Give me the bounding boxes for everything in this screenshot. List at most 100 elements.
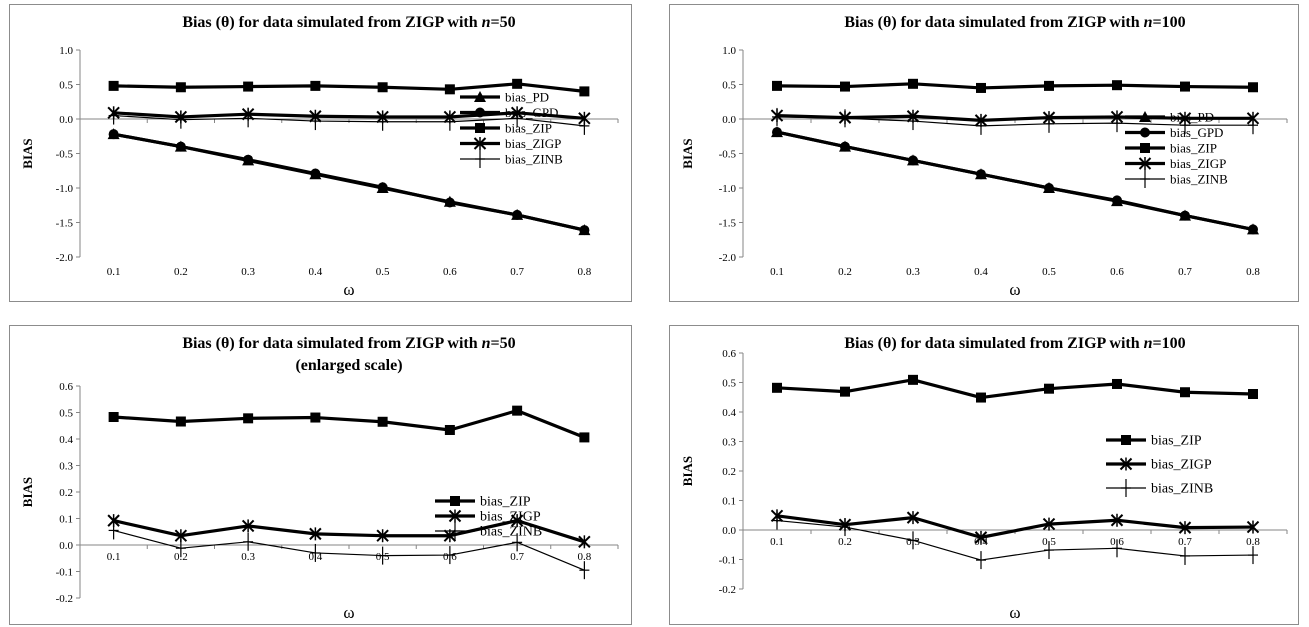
x-axis-label: ω: [343, 280, 354, 299]
data-point-bias_ZIP: [310, 412, 321, 423]
data-point-bias_GPD: [579, 225, 590, 236]
data-point-bias_ZINB: [908, 112, 918, 131]
data-point-bias_ZINB: [1044, 114, 1054, 133]
x-tick-label: 0.1: [107, 551, 121, 563]
y-tick-label: -1.0: [719, 183, 737, 195]
data-point-bias_ZINB: [908, 531, 918, 550]
legend-marker-bias_GPD: [1140, 127, 1150, 138]
data-point-bias_ZINB: [243, 532, 254, 551]
data-point-bias_ZIP: [908, 374, 918, 385]
series-bias_GPD: [772, 127, 1258, 235]
data-point-bias_GPD: [976, 169, 986, 180]
data-point-bias_ZINB: [976, 551, 986, 570]
y-tick-label: 0.0: [59, 540, 73, 552]
data-point-bias_GPD: [1180, 210, 1190, 221]
x-tick-label: 0.2: [838, 536, 852, 548]
y-tick-label: 0.2: [59, 487, 73, 499]
series-bias_ZIP: [108, 405, 590, 443]
chart-svg: Bias (θ) for data simulated from ZIGP wi…: [680, 14, 1288, 299]
y-axis-label: BIAS: [20, 138, 35, 168]
data-point-bias_ZINB: [579, 561, 590, 580]
x-axis-label: ω: [343, 603, 354, 622]
data-point-bias_ZINB: [1180, 546, 1190, 565]
legend-entry-bias_ZIP: bias_ZIP: [505, 121, 552, 136]
series-line-bias_ZINB: [776, 519, 1254, 561]
series-line-bias_GPD: [776, 130, 1254, 231]
legend-entry-bias_ZIGP: bias_ZIGP: [505, 136, 561, 151]
chart-panel-top-left: Bias (θ) for data simulated from ZIGP wi…: [9, 4, 632, 302]
y-tick-label: 0.4: [59, 434, 73, 446]
legend-entry-bias_ZIP: bias_ZIP: [1170, 141, 1217, 156]
legend-marker-bias_ZINB: [1121, 479, 1131, 497]
y-tick-label: 0.3: [59, 461, 73, 473]
chart-svg: Bias (θ) for data simulated from ZIGP wi…: [680, 335, 1288, 622]
chart-panel-top-right: Bias (θ) for data simulated from ZIGP wi…: [669, 4, 1299, 302]
data-point-bias_ZINB: [772, 511, 782, 530]
x-tick-label: 0.1: [770, 266, 784, 278]
x-tick-label: 0.8: [1246, 266, 1260, 278]
y-tick-label: 0.5: [59, 80, 73, 92]
data-point-bias_GPD: [1112, 195, 1122, 206]
y-tick-label: -1.5: [719, 218, 737, 230]
data-point-bias_GPD: [1248, 224, 1258, 235]
x-tick-label: 0.7: [510, 266, 524, 278]
data-point-bias_ZINB: [377, 112, 388, 131]
series-bias_ZINB: [772, 511, 1258, 570]
series-line-bias_ZINB: [776, 116, 1253, 127]
legend-entry-bias_GPD: bias_GPD: [505, 105, 558, 120]
data-point-bias_ZIGP: [974, 530, 988, 544]
data-point-bias_GPD: [772, 127, 782, 138]
series-bias_ZINB: [108, 521, 590, 580]
x-tick-label: 0.3: [241, 551, 255, 563]
y-tick-label: -1.5: [56, 218, 74, 230]
data-point-bias_ZINB: [310, 112, 321, 131]
data-point-bias_ZIGP: [1110, 513, 1124, 527]
x-tick-label: 0.7: [510, 551, 524, 563]
data-point-bias_ZINB: [840, 109, 850, 128]
x-tick-label: 0.1: [770, 536, 784, 548]
data-point-bias_GPD: [908, 155, 918, 166]
x-tick-label: 0.4: [309, 266, 323, 278]
y-tick-label: -2.0: [719, 252, 737, 264]
series-line-bias_ZIGP: [776, 113, 1253, 122]
legend-marker-bias_ZIP: [475, 123, 485, 133]
data-point-bias_ZINB: [579, 116, 590, 135]
y-tick-label: 0.1: [722, 496, 736, 508]
data-point-bias_ZIP: [175, 82, 186, 93]
y-tick-label: 0.5: [722, 80, 736, 92]
series-line-bias_ZIGP: [776, 514, 1254, 539]
x-tick-label: 0.3: [241, 266, 255, 278]
legend-entry-bias_PD: bias_PD: [505, 90, 549, 105]
data-point-bias_GPD: [1044, 183, 1054, 193]
legend: bias_PDbias_GPDbias_ZIPbias_ZIGPbias_ZIN…: [460, 90, 563, 168]
x-tick-label: 0.2: [174, 266, 188, 278]
data-point-bias_ZIP: [175, 416, 186, 427]
series-bias_ZINB: [108, 106, 590, 135]
x-tick-label: 0.2: [838, 266, 852, 278]
data-point-bias_ZINB: [772, 107, 782, 126]
chart-panel-bottom-right: Bias (θ) for data simulated from ZIGP wi…: [669, 325, 1299, 625]
legend-marker-bias_ZIP: [450, 496, 460, 506]
chart-title: Bias (θ) for data simulated from ZIGP wi…: [182, 335, 515, 352]
data-point-bias_ZIP: [908, 78, 918, 89]
data-point-bias_ZIP: [1044, 80, 1054, 91]
x-tick-label: 0.6: [443, 266, 457, 278]
data-point-bias_ZINB: [1112, 114, 1122, 133]
y-tick-label: 0.5: [59, 408, 73, 420]
data-point-bias_ZIP: [579, 432, 590, 443]
series-bias_ZIP: [772, 374, 1258, 403]
data-point-bias_ZINB: [840, 518, 850, 537]
data-point-bias_ZIGP: [1042, 517, 1056, 531]
data-point-bias_ZINB: [512, 533, 523, 552]
data-point-bias_ZIP: [108, 80, 119, 91]
data-point-bias_ZIP: [840, 81, 850, 92]
data-point-bias_ZIGP: [309, 527, 322, 541]
series-bias_ZIP: [772, 78, 1258, 93]
series-line-bias_ZIP: [113, 82, 585, 93]
legend-entry-bias_ZINB: bias_ZINB: [1170, 172, 1228, 187]
y-tick-label: -1.0: [56, 183, 74, 195]
legend-marker-bias_ZIP: [1121, 435, 1131, 445]
legend-entry-bias_ZIGP: bias_ZIGP: [1170, 156, 1226, 171]
